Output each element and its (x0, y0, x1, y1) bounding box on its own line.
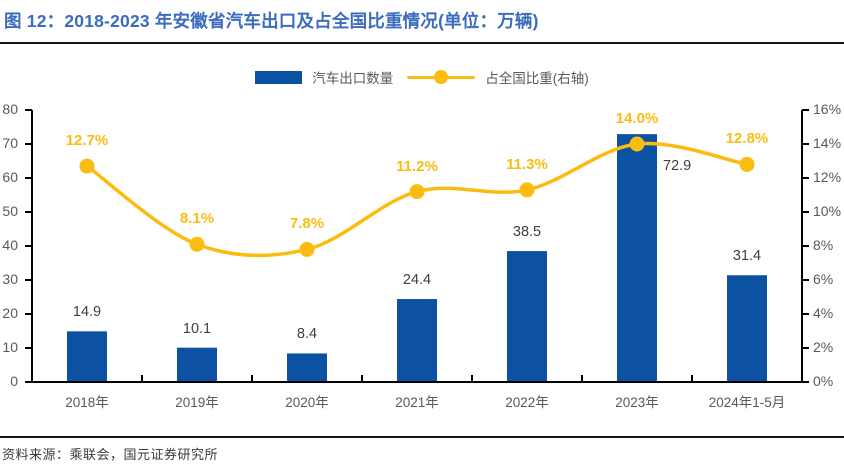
footer-divider-line (0, 436, 844, 438)
chart-title: 图 12：2018-2023 年安徽省汽车出口及占全国比重情况(单位：万辆) (4, 11, 539, 31)
bar-2018年 (67, 331, 107, 382)
legend-label-line: 占全国比重(右轴) (485, 71, 589, 86)
line-marker-2019年 (189, 236, 205, 252)
line-marker-2021年 (409, 184, 425, 200)
line-marker-2022年 (519, 182, 535, 198)
bar-series-swatch (255, 70, 303, 84)
line-series-swatch (407, 69, 476, 85)
line-marker-2018年 (79, 158, 95, 174)
bar-2021年 (397, 299, 437, 382)
line-marker-2023年 (629, 136, 645, 152)
line-swatch-marker-icon (434, 70, 449, 84)
legend-item-bars: 汽车出口数量 (255, 67, 393, 87)
source-note: 资料来源：乘联会，国元证券研究所 (2, 447, 219, 462)
bar-2022年 (507, 251, 547, 382)
legend-label-bars: 汽车出口数量 (312, 71, 394, 86)
bar-2020年 (287, 353, 327, 382)
chart-legend: 汽车出口数量 占全国比重(右轴) (0, 64, 844, 90)
bar-2024年1-5月 (727, 275, 767, 382)
bar-2023年 (617, 134, 657, 382)
title-divider-line (0, 42, 844, 44)
bar-2019年 (177, 347, 217, 382)
line-marker-2024年1-5月 (739, 156, 755, 172)
legend-item-line: 占全国比重(右轴) (407, 67, 589, 87)
line-marker-2020年 (299, 241, 315, 257)
